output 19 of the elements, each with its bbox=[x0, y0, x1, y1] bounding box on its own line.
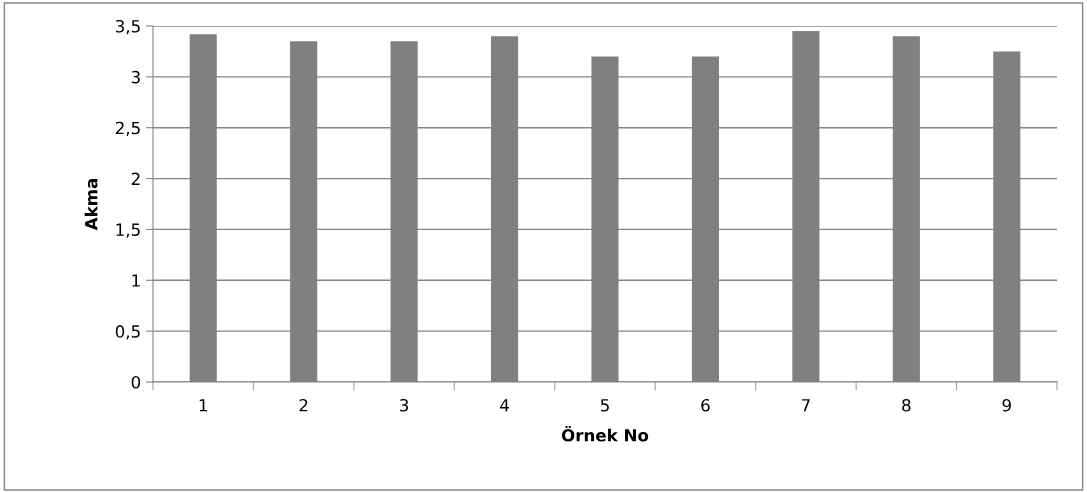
x-tick-label: 7 bbox=[801, 399, 810, 412]
y-tick-label: 3,5 bbox=[115, 19, 140, 35]
y-tick-label: 0,5 bbox=[115, 325, 140, 340]
x-tick-label: 9 bbox=[1002, 398, 1011, 412]
y-tick-label: 2 bbox=[131, 172, 140, 185]
y-tick-label: 1,5 bbox=[116, 223, 140, 238]
x-tick-label: 1 bbox=[199, 399, 207, 412]
x-axis-title: Örnek No bbox=[561, 425, 649, 442]
y-axis-title: Akma bbox=[84, 179, 98, 231]
y-tick-label: 0 bbox=[131, 375, 141, 389]
y-tick-label: 3 bbox=[131, 70, 140, 84]
y-tick-label: 1 bbox=[132, 274, 140, 287]
x-tick-label: 6 bbox=[701, 398, 710, 412]
y-tick-label: 2,5 bbox=[115, 121, 140, 136]
x-tick-label: 4 bbox=[500, 399, 509, 412]
x-tick-label: 3 bbox=[400, 398, 409, 412]
x-tick-label: 2 bbox=[299, 398, 308, 412]
x-tick-label: 5 bbox=[600, 399, 609, 412]
x-tick-label: 8 bbox=[902, 398, 911, 412]
